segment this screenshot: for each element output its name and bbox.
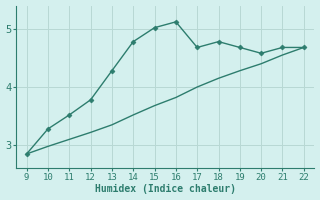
X-axis label: Humidex (Indice chaleur): Humidex (Indice chaleur) xyxy=(95,184,236,194)
